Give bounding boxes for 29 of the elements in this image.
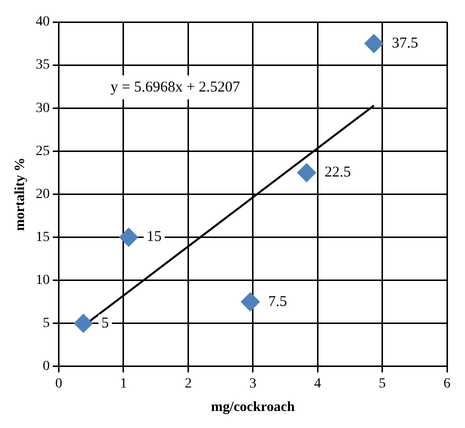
y-axis-title: mortality %	[13, 157, 28, 231]
y-tick-label: 0	[42, 359, 50, 374]
y-tick-label: 40	[36, 14, 50, 30]
data-label: 37.5	[392, 35, 418, 52]
y-tick-label: 10	[36, 272, 50, 288]
y-tick-label: 5	[42, 316, 50, 332]
x-tick-label: 2	[184, 376, 192, 392]
data-label: 7.5	[268, 294, 288, 310]
y-tick-label: 20	[36, 186, 50, 202]
data-label: 22.5	[324, 164, 351, 181]
point	[297, 163, 316, 182]
y-tick-label: 25	[36, 144, 50, 159]
data-label: 15	[146, 229, 162, 246]
point	[74, 314, 93, 333]
x-tick-label: 0	[55, 376, 62, 392]
y-tick-label: 30	[36, 100, 50, 116]
y-tick-label: 15	[36, 230, 50, 245]
data-label: 5	[101, 315, 109, 332]
point	[364, 34, 384, 54]
y-tick-label: 35	[36, 58, 50, 73]
x-tick-label: 1	[120, 376, 127, 392]
annotation: y = 5.6968x + 2.5207	[110, 79, 240, 96]
x-axis-title: mg/cockroach	[211, 400, 295, 416]
x-tick-label: 4	[314, 376, 322, 392]
x-tick-label: 5	[378, 376, 386, 392]
x-tick-label: 6	[444, 376, 450, 392]
point	[240, 292, 260, 312]
point	[119, 228, 138, 247]
x-tick-label: 3	[249, 376, 256, 392]
